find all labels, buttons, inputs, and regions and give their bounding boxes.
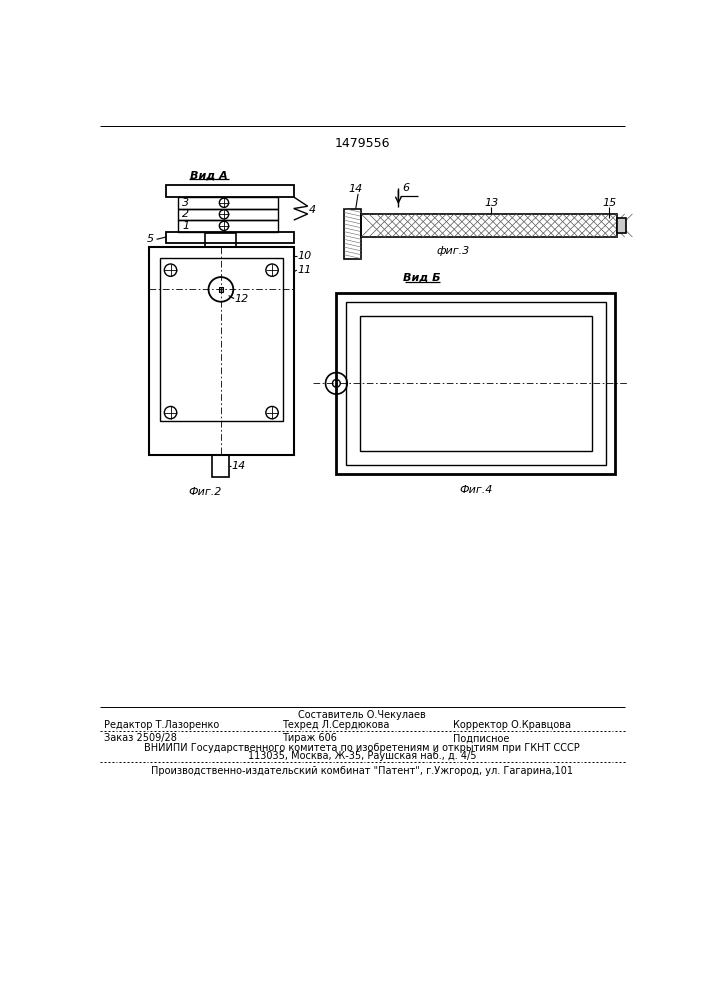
Text: Вид А: Вид А [189,170,228,180]
Text: 6: 6 [402,183,409,193]
Bar [360,316,592,451]
Bar [177,209,279,220]
Bar [344,209,361,259]
Text: Фиг.4: Фиг.4 [459,485,493,495]
Text: 13: 13 [484,198,498,208]
Bar [160,258,283,421]
Bar [361,214,617,237]
Bar [218,287,223,292]
Text: Тираж 606: Тираж 606 [282,733,337,743]
Bar [177,220,279,232]
Bar [212,455,230,477]
Text: Производственно-издательский комбинат "Патент", г.Ужгород, ул. Гагарина,101: Производственно-издательский комбинат "П… [151,766,573,776]
Text: 1479556: 1479556 [334,137,390,150]
Text: Техред Л.Сердюкова: Техред Л.Сердюкова [282,720,390,730]
Text: 113035, Москва, Ж-35, Раушская наб., д. 4/5: 113035, Москва, Ж-35, Раушская наб., д. … [247,751,477,761]
Bar [206,233,236,247]
Text: 10: 10 [298,251,312,261]
Bar [166,232,293,243]
Text: 4: 4 [309,205,316,215]
Bar [617,218,626,233]
Text: 1: 1 [182,221,189,231]
Text: 11: 11 [298,265,312,275]
Text: 2: 2 [182,209,189,219]
Bar [149,247,293,455]
Bar [346,302,606,465]
Text: 3: 3 [182,198,189,208]
Text: Редактор Т.Лазоренко: Редактор Т.Лазоренко [104,720,219,730]
Text: 5: 5 [147,234,154,244]
Bar [166,185,293,197]
Bar [177,197,279,209]
Text: 14: 14 [349,184,363,194]
Bar [337,293,615,474]
Text: Составитель О.Чекулаев: Составитель О.Чекулаев [298,710,426,720]
Text: Корректор О.Кравцова: Корректор О.Кравцова [452,720,571,730]
Text: Подписное: Подписное [452,733,509,743]
Text: ВНИИПИ Государственного комитета по изобретениям и открытиям при ГКНТ СССР: ВНИИПИ Государственного комитета по изоб… [144,743,580,753]
Text: Заказ 2509/28: Заказ 2509/28 [104,733,177,743]
Text: 14: 14 [232,461,246,471]
Text: 15: 15 [602,198,617,208]
Text: Вид Б: Вид Б [403,273,440,283]
Text: фиг.3: фиг.3 [436,246,469,256]
Text: 12: 12 [235,294,249,304]
Text: Фиг.2: Фиг.2 [188,487,221,497]
